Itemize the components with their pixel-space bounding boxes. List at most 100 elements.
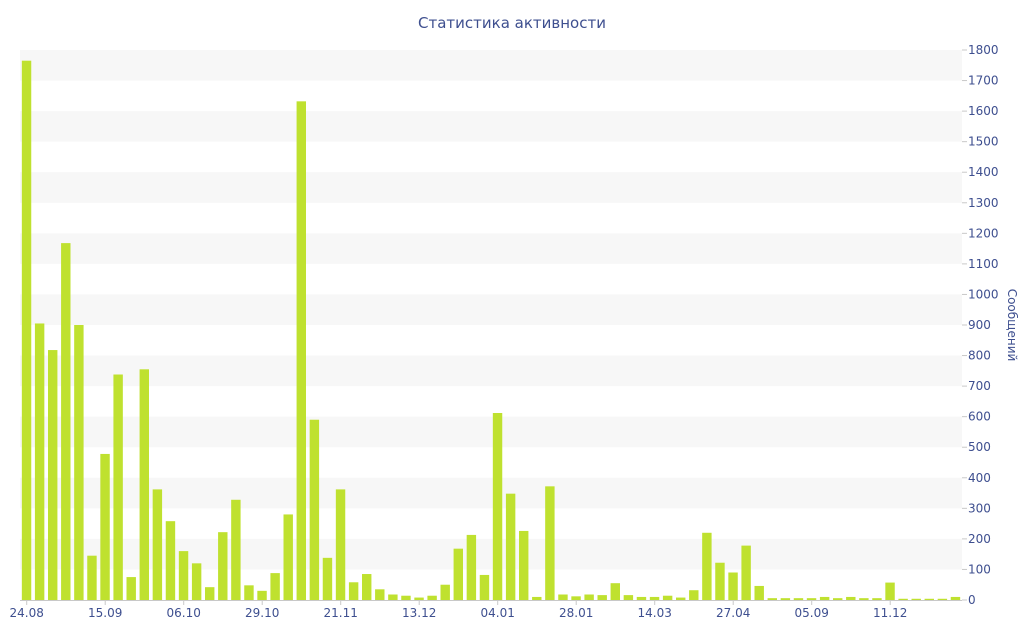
- bar[interactable]: [21, 60, 32, 600]
- x-tick-label: 29.10: [245, 606, 279, 620]
- bar[interactable]: [689, 590, 699, 600]
- y-tick-label: 1200: [968, 226, 999, 240]
- bar[interactable]: [348, 582, 359, 600]
- bar[interactable]: [505, 493, 516, 600]
- bar[interactable]: [178, 551, 189, 600]
- bar[interactable]: [924, 598, 934, 600]
- bar[interactable]: [362, 574, 372, 600]
- bar[interactable]: [806, 598, 817, 600]
- bar[interactable]: [283, 514, 293, 600]
- bar[interactable]: [257, 590, 267, 600]
- y-tick-label: 1500: [968, 135, 999, 149]
- bar[interactable]: [558, 594, 568, 601]
- bar[interactable]: [859, 598, 869, 600]
- bar[interactable]: [702, 532, 712, 600]
- bar[interactable]: [322, 557, 333, 600]
- bar[interactable]: [662, 595, 673, 600]
- grid-band: [20, 477, 962, 509]
- bar[interactable]: [676, 597, 686, 600]
- grid-band: [20, 538, 962, 570]
- bar[interactable]: [846, 596, 856, 600]
- y-axis-ticks: 0 100 200 300 400 500 600 700 800 900 1000 1100 1200…: [962, 43, 999, 607]
- bar[interactable]: [309, 419, 320, 600]
- bar[interactable]: [479, 574, 490, 600]
- bar[interactable]: [584, 594, 594, 601]
- bar[interactable]: [218, 532, 228, 600]
- bar[interactable]: [623, 595, 634, 600]
- bar[interactable]: [165, 521, 176, 600]
- grid-band: [20, 294, 962, 325]
- bar[interactable]: [937, 598, 948, 600]
- bar[interactable]: [872, 598, 882, 600]
- bar[interactable]: [296, 101, 306, 600]
- x-tick-label: 04.01: [481, 606, 515, 620]
- bar[interactable]: [87, 555, 97, 600]
- bar[interactable]: [466, 534, 477, 600]
- bar[interactable]: [715, 562, 725, 600]
- grid-bands: [20, 50, 962, 570]
- x-tick-label: 28.01: [559, 606, 593, 620]
- bar[interactable]: [414, 597, 424, 600]
- bar[interactable]: [205, 587, 215, 600]
- bar[interactable]: [61, 243, 71, 601]
- bar[interactable]: [649, 596, 660, 600]
- bar[interactable]: [270, 573, 280, 600]
- grid-band: [20, 111, 962, 142]
- y-tick-label: 700: [968, 379, 991, 393]
- bar[interactable]: [440, 584, 450, 600]
- bar[interactable]: [244, 585, 254, 600]
- bar[interactable]: [833, 598, 843, 600]
- bar[interactable]: [152, 489, 163, 600]
- y-tick-label: 600: [968, 410, 991, 424]
- bar[interactable]: [388, 594, 398, 601]
- bar[interactable]: [780, 598, 791, 600]
- x-tick-label: 13.12: [402, 606, 436, 620]
- bar[interactable]: [375, 589, 385, 600]
- bar[interactable]: [571, 596, 581, 600]
- bar[interactable]: [545, 486, 555, 600]
- bar[interactable]: [453, 548, 463, 600]
- x-tick-label: 11.12: [873, 606, 907, 620]
- bar[interactable]: [793, 598, 804, 600]
- bar[interactable]: [597, 595, 607, 600]
- bar[interactable]: [113, 374, 123, 601]
- bar[interactable]: [100, 453, 110, 600]
- bar[interactable]: [741, 545, 751, 600]
- bar[interactable]: [754, 585, 764, 600]
- bar[interactable]: [48, 350, 58, 600]
- x-tick-label: 06.10: [167, 606, 201, 620]
- bar[interactable]: [911, 598, 921, 600]
- y-tick-label: 1600: [968, 104, 999, 118]
- bar[interactable]: [401, 595, 411, 600]
- bar[interactable]: [610, 583, 620, 600]
- bar[interactable]: [898, 598, 908, 600]
- bar[interactable]: [34, 323, 45, 600]
- bar[interactable]: [519, 530, 529, 600]
- bar[interactable]: [191, 563, 202, 600]
- y-tick-label: 800: [968, 349, 991, 363]
- x-tick-label: 14.03: [638, 606, 672, 620]
- y-tick-label: 200: [968, 532, 991, 546]
- grid-band: [20, 416, 962, 448]
- y-tick-label: 0: [968, 593, 976, 607]
- bar[interactable]: [819, 596, 830, 600]
- bar[interactable]: [728, 572, 738, 601]
- bar[interactable]: [532, 596, 542, 600]
- bar[interactable]: [335, 489, 346, 600]
- bar[interactable]: [767, 598, 777, 600]
- bar[interactable]: [492, 413, 503, 600]
- y-tick-label: 1300: [968, 196, 999, 210]
- y-tick-label: 400: [968, 471, 991, 485]
- y-tick-label: 1400: [968, 165, 999, 179]
- bar[interactable]: [126, 577, 136, 600]
- y-tick-label: 900: [968, 318, 991, 332]
- bar[interactable]: [139, 369, 149, 600]
- x-tick-label: 27.04: [716, 606, 750, 620]
- bar[interactable]: [231, 499, 241, 600]
- bar[interactable]: [950, 596, 961, 600]
- bar[interactable]: [885, 582, 895, 600]
- y-tick-label: 1100: [968, 257, 999, 271]
- bar[interactable]: [636, 596, 647, 600]
- bar[interactable]: [74, 325, 84, 600]
- bar[interactable]: [427, 595, 437, 600]
